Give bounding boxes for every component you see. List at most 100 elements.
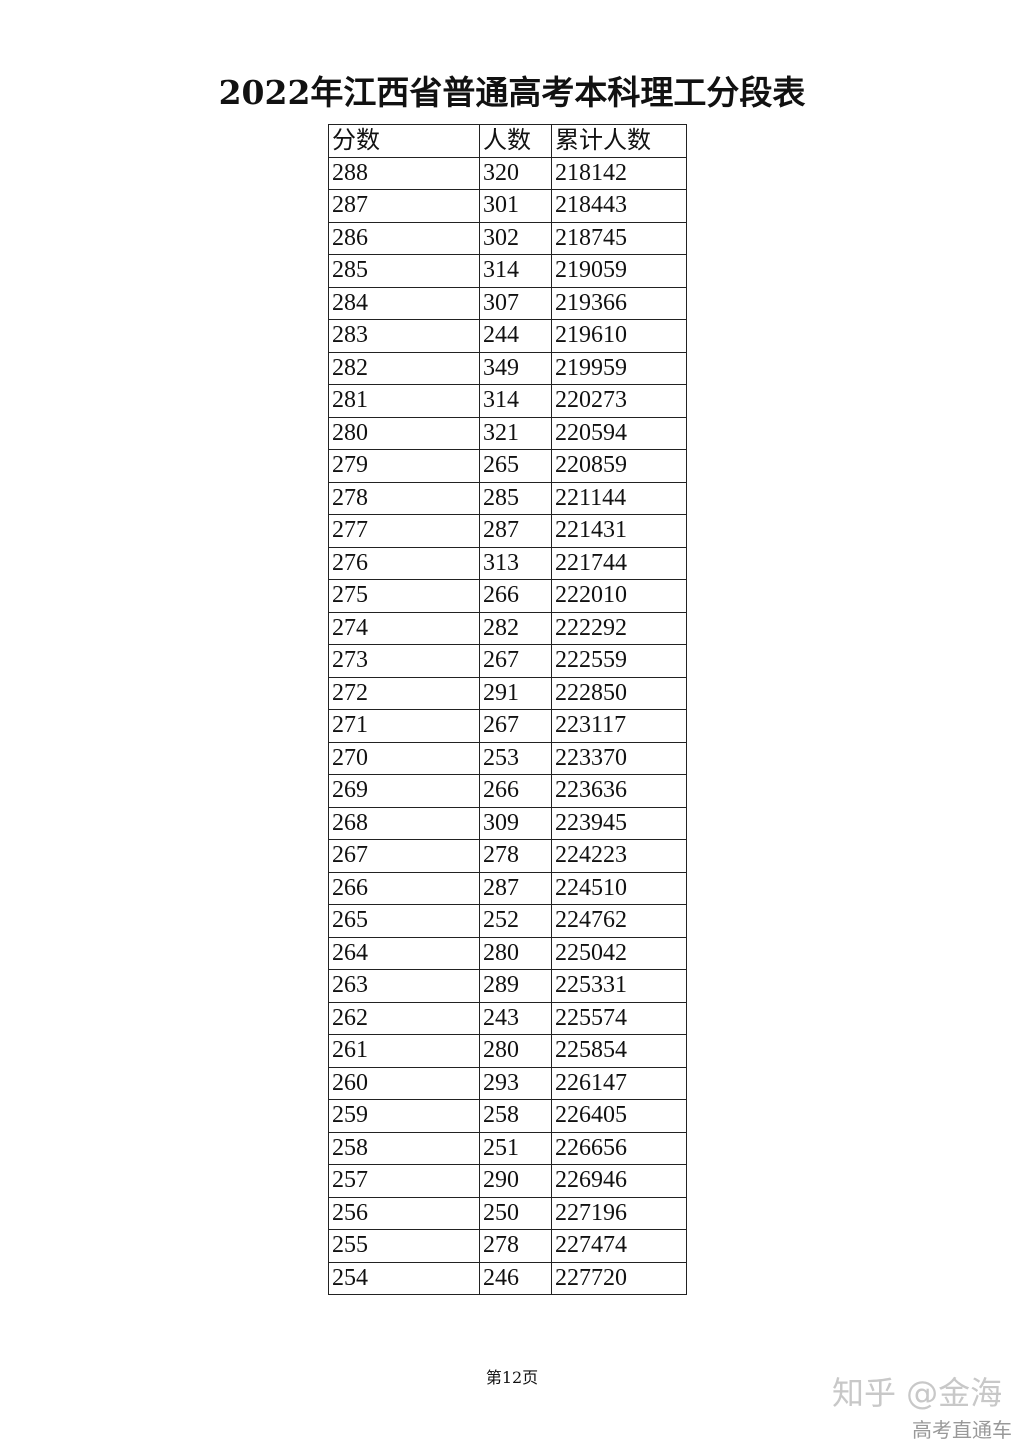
cell-count: 250	[479, 1196, 552, 1230]
header-count: 人数	[479, 124, 552, 158]
cell-count: 266	[479, 774, 552, 808]
cell-cumulative: 219610	[551, 319, 687, 353]
cell-score: 285	[328, 254, 480, 288]
cell-count: 287	[479, 514, 552, 548]
cell-count: 278	[479, 1229, 552, 1263]
cell-count: 266	[479, 579, 552, 613]
table-row: 276 313 221744	[328, 546, 687, 580]
cell-cumulative: 221431	[551, 514, 687, 548]
cell-score: 279	[328, 449, 480, 483]
table-row: 260 293 226147	[328, 1066, 687, 1100]
table-row: 266 287 224510	[328, 871, 687, 905]
cell-score: 280	[328, 416, 480, 450]
table-row: 265 252 224762	[328, 904, 687, 938]
table-row: 278 285 221144	[328, 481, 687, 515]
cell-score: 263	[328, 969, 480, 1003]
cell-count: 285	[479, 481, 552, 515]
cell-score: 266	[328, 871, 480, 905]
table-row: 269 266 223636	[328, 774, 687, 808]
cell-score: 281	[328, 384, 480, 418]
cell-count: 252	[479, 904, 552, 938]
cell-score: 255	[328, 1229, 480, 1263]
cell-score: 273	[328, 644, 480, 678]
cell-score: 283	[328, 319, 480, 353]
table-row: 275 266 222010	[328, 579, 687, 613]
table-row: 270 253 223370	[328, 741, 687, 775]
cell-cumulative: 218745	[551, 221, 687, 255]
cell-score: 257	[328, 1164, 480, 1198]
cell-cumulative: 224510	[551, 871, 687, 905]
cell-score: 286	[328, 221, 480, 255]
cell-count: 265	[479, 449, 552, 483]
score-table: 分数 人数 累计人数 288 320 218142 287 301 218443 286 30…	[328, 124, 687, 1295]
table-row: 268 309 223945	[328, 806, 687, 840]
cell-cumulative: 221744	[551, 546, 687, 580]
cell-score: 258	[328, 1131, 480, 1165]
cell-count: 280	[479, 936, 552, 970]
table-row: 282 349 219959	[328, 351, 687, 385]
cell-score: 278	[328, 481, 480, 515]
cell-score: 284	[328, 286, 480, 320]
cell-count: 253	[479, 741, 552, 775]
cell-score: 282	[328, 351, 480, 385]
cell-cumulative: 225574	[551, 1001, 687, 1035]
cell-cumulative: 223636	[551, 774, 687, 808]
cell-cumulative: 219366	[551, 286, 687, 320]
cell-cumulative: 224762	[551, 904, 687, 938]
table-row: 256 250 227196	[328, 1196, 687, 1230]
cell-count: 287	[479, 871, 552, 905]
cell-count: 313	[479, 546, 552, 580]
table-row: 277 287 221431	[328, 514, 687, 548]
cell-score: 274	[328, 611, 480, 645]
cell-count: 267	[479, 709, 552, 743]
table-row: 274 282 222292	[328, 611, 687, 645]
cell-cumulative: 223945	[551, 806, 687, 840]
cell-count: 349	[479, 351, 552, 385]
cell-count: 280	[479, 1034, 552, 1068]
cell-count: 314	[479, 384, 552, 418]
table-row: 283 244 219610	[328, 319, 687, 353]
cell-cumulative: 223370	[551, 741, 687, 775]
table-row: 272 291 222850	[328, 676, 687, 710]
cell-cumulative: 227720	[551, 1261, 687, 1295]
watermark-secondary: 高考直通车	[912, 1418, 1012, 1442]
cell-score: 260	[328, 1066, 480, 1100]
table-row: 284 307 219366	[328, 286, 687, 320]
cell-count: 243	[479, 1001, 552, 1035]
table-row: 267 278 224223	[328, 839, 687, 873]
table-row: 285 314 219059	[328, 254, 687, 288]
cell-score: 270	[328, 741, 480, 775]
table-row: 264 280 225042	[328, 936, 687, 970]
cell-cumulative: 222010	[551, 579, 687, 613]
cell-count: 278	[479, 839, 552, 873]
cell-count: 320	[479, 156, 552, 190]
cell-cumulative: 218443	[551, 189, 687, 223]
cell-count: 251	[479, 1131, 552, 1165]
cell-cumulative: 224223	[551, 839, 687, 873]
cell-score: 287	[328, 189, 480, 223]
cell-score: 271	[328, 709, 480, 743]
table-row: 262 243 225574	[328, 1001, 687, 1035]
watermark-zhihu: 知乎 @金海	[832, 1374, 1003, 1412]
cell-cumulative: 222292	[551, 611, 687, 645]
cell-cumulative: 226946	[551, 1164, 687, 1198]
cell-count: 290	[479, 1164, 552, 1198]
cell-score: 256	[328, 1196, 480, 1230]
cell-cumulative: 227196	[551, 1196, 687, 1230]
cell-count: 282	[479, 611, 552, 645]
cell-cumulative: 220594	[551, 416, 687, 450]
cell-score: 254	[328, 1261, 480, 1295]
cell-cumulative: 226405	[551, 1099, 687, 1133]
cell-count: 309	[479, 806, 552, 840]
cell-cumulative: 226147	[551, 1066, 687, 1100]
cell-score: 264	[328, 936, 480, 970]
cell-cumulative: 222559	[551, 644, 687, 678]
cell-score: 265	[328, 904, 480, 938]
table-row: 273 267 222559	[328, 644, 687, 678]
cell-cumulative: 220273	[551, 384, 687, 418]
cell-count: 321	[479, 416, 552, 450]
header-cumulative: 累计人数	[551, 124, 687, 158]
cell-cumulative: 219959	[551, 351, 687, 385]
cell-cumulative: 221144	[551, 481, 687, 515]
cell-count: 244	[479, 319, 552, 353]
